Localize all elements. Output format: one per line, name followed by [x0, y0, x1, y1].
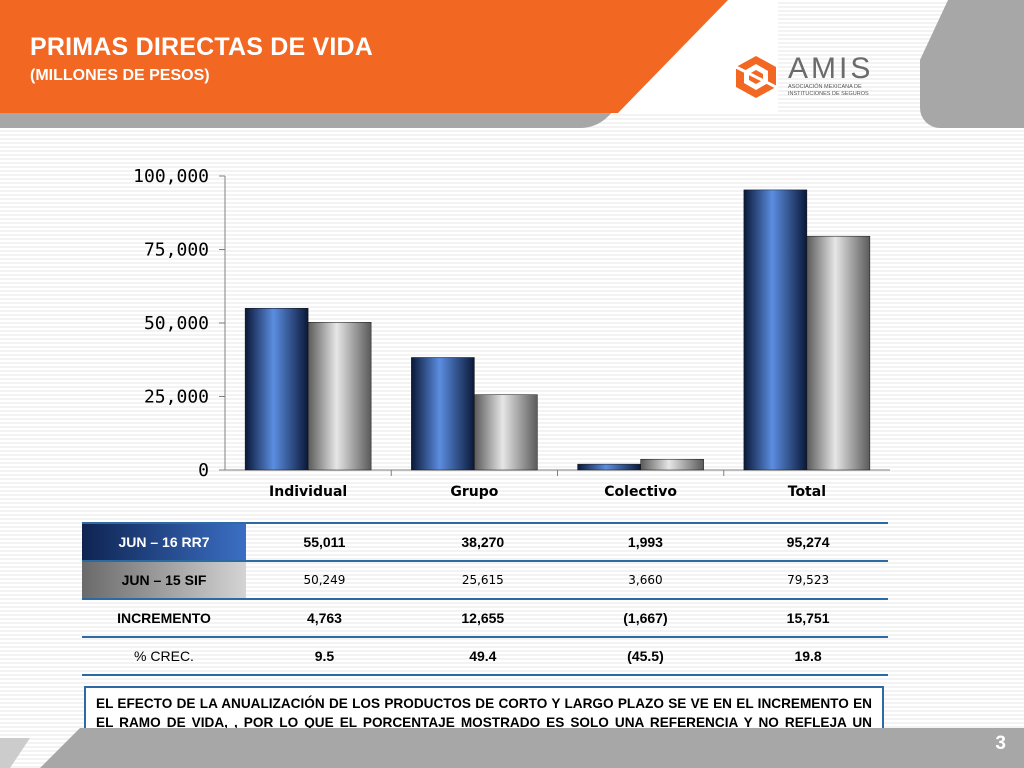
data-table: JUN – 16 RR7 55,011 38,270 1,993 95,274 … [82, 522, 888, 676]
page-subtitle: (MILLONES DE PESOS) [30, 67, 210, 84]
table-row: INCREMENTO 4,763 12,655 (1,667) 15,751 [82, 599, 888, 637]
x-tick-label: Colectivo [604, 484, 677, 500]
logo-tagline: ASOCIACIÓN MEXICANA DE INSTITUCIONES DE … [788, 84, 869, 97]
amis-logo-icon [735, 56, 777, 98]
row-label-jun15: JUN – 15 SIF [82, 561, 246, 599]
table-cell: 4,763 [306, 610, 342, 626]
bar-chart: 0 25,000 50,000 75,000 100,000 Individual Grup… [133, 166, 890, 500]
header-orange-band [0, 0, 730, 113]
y-tick-label: 100,000 [133, 166, 209, 187]
bar-jun16 [743, 189, 808, 471]
table-cell: 3,660 [628, 573, 663, 587]
bar-jun16 [411, 357, 475, 471]
footer-band [40, 728, 1024, 768]
table-cell: 1,993 [627, 534, 663, 550]
y-tick-label: 50,000 [144, 313, 209, 334]
x-tick-label: Total [788, 484, 826, 500]
table-cell: 25,615 [461, 573, 504, 587]
y-tick-label: 75,000 [144, 240, 209, 261]
table-cell: 55,011 [303, 534, 346, 550]
amis-logo: AMIS ASOCIACIÓN MEXICANA DE INSTITUCIONE… [730, 52, 880, 104]
table-cell: 49.4 [469, 648, 497, 664]
x-tick-label: Grupo [450, 484, 498, 500]
table-row: % CREC. 9.5 49.4 (45.5) 19.8 [82, 637, 888, 675]
table-cell: 12,655 [461, 610, 505, 626]
page-title: PRIMAS DIRECTAS DE VIDA [30, 33, 374, 61]
table-row: JUN – 16 RR7 55,011 38,270 1,993 95,274 [82, 523, 888, 561]
y-tick-label: 0 [198, 460, 209, 481]
page-number: 3 [995, 733, 1006, 754]
table-cell: 15,751 [786, 610, 830, 626]
x-tick-label: Individual [269, 484, 347, 500]
bar-jun15 [474, 394, 538, 471]
bar-jun16 [577, 463, 641, 471]
table-cell: 38,270 [461, 534, 505, 550]
row-label-incremento: INCREMENTO [117, 610, 211, 626]
table-row: JUN – 15 SIF 50,249 25,615 3,660 79,523 [82, 561, 888, 599]
y-tick-label: 25,000 [144, 387, 209, 408]
table-cell: 9.5 [314, 648, 335, 664]
logo-wordmark: AMIS [788, 52, 874, 85]
bar-jun15 [806, 235, 871, 471]
table-cell: 95,274 [786, 534, 830, 550]
row-label-jun16: JUN – 16 RR7 [82, 523, 246, 561]
row-label-crec: % CREC. [134, 648, 194, 664]
table-cell: (1,667) [623, 610, 668, 626]
table-cell: (45.5) [627, 648, 664, 664]
table-cell: 50,249 [303, 573, 346, 587]
bar-jun15 [640, 458, 704, 471]
bar-jun15 [307, 322, 372, 471]
bar-jun16 [244, 308, 309, 471]
table-cell: 79,523 [787, 573, 830, 587]
table-cell: 19.8 [794, 648, 822, 664]
